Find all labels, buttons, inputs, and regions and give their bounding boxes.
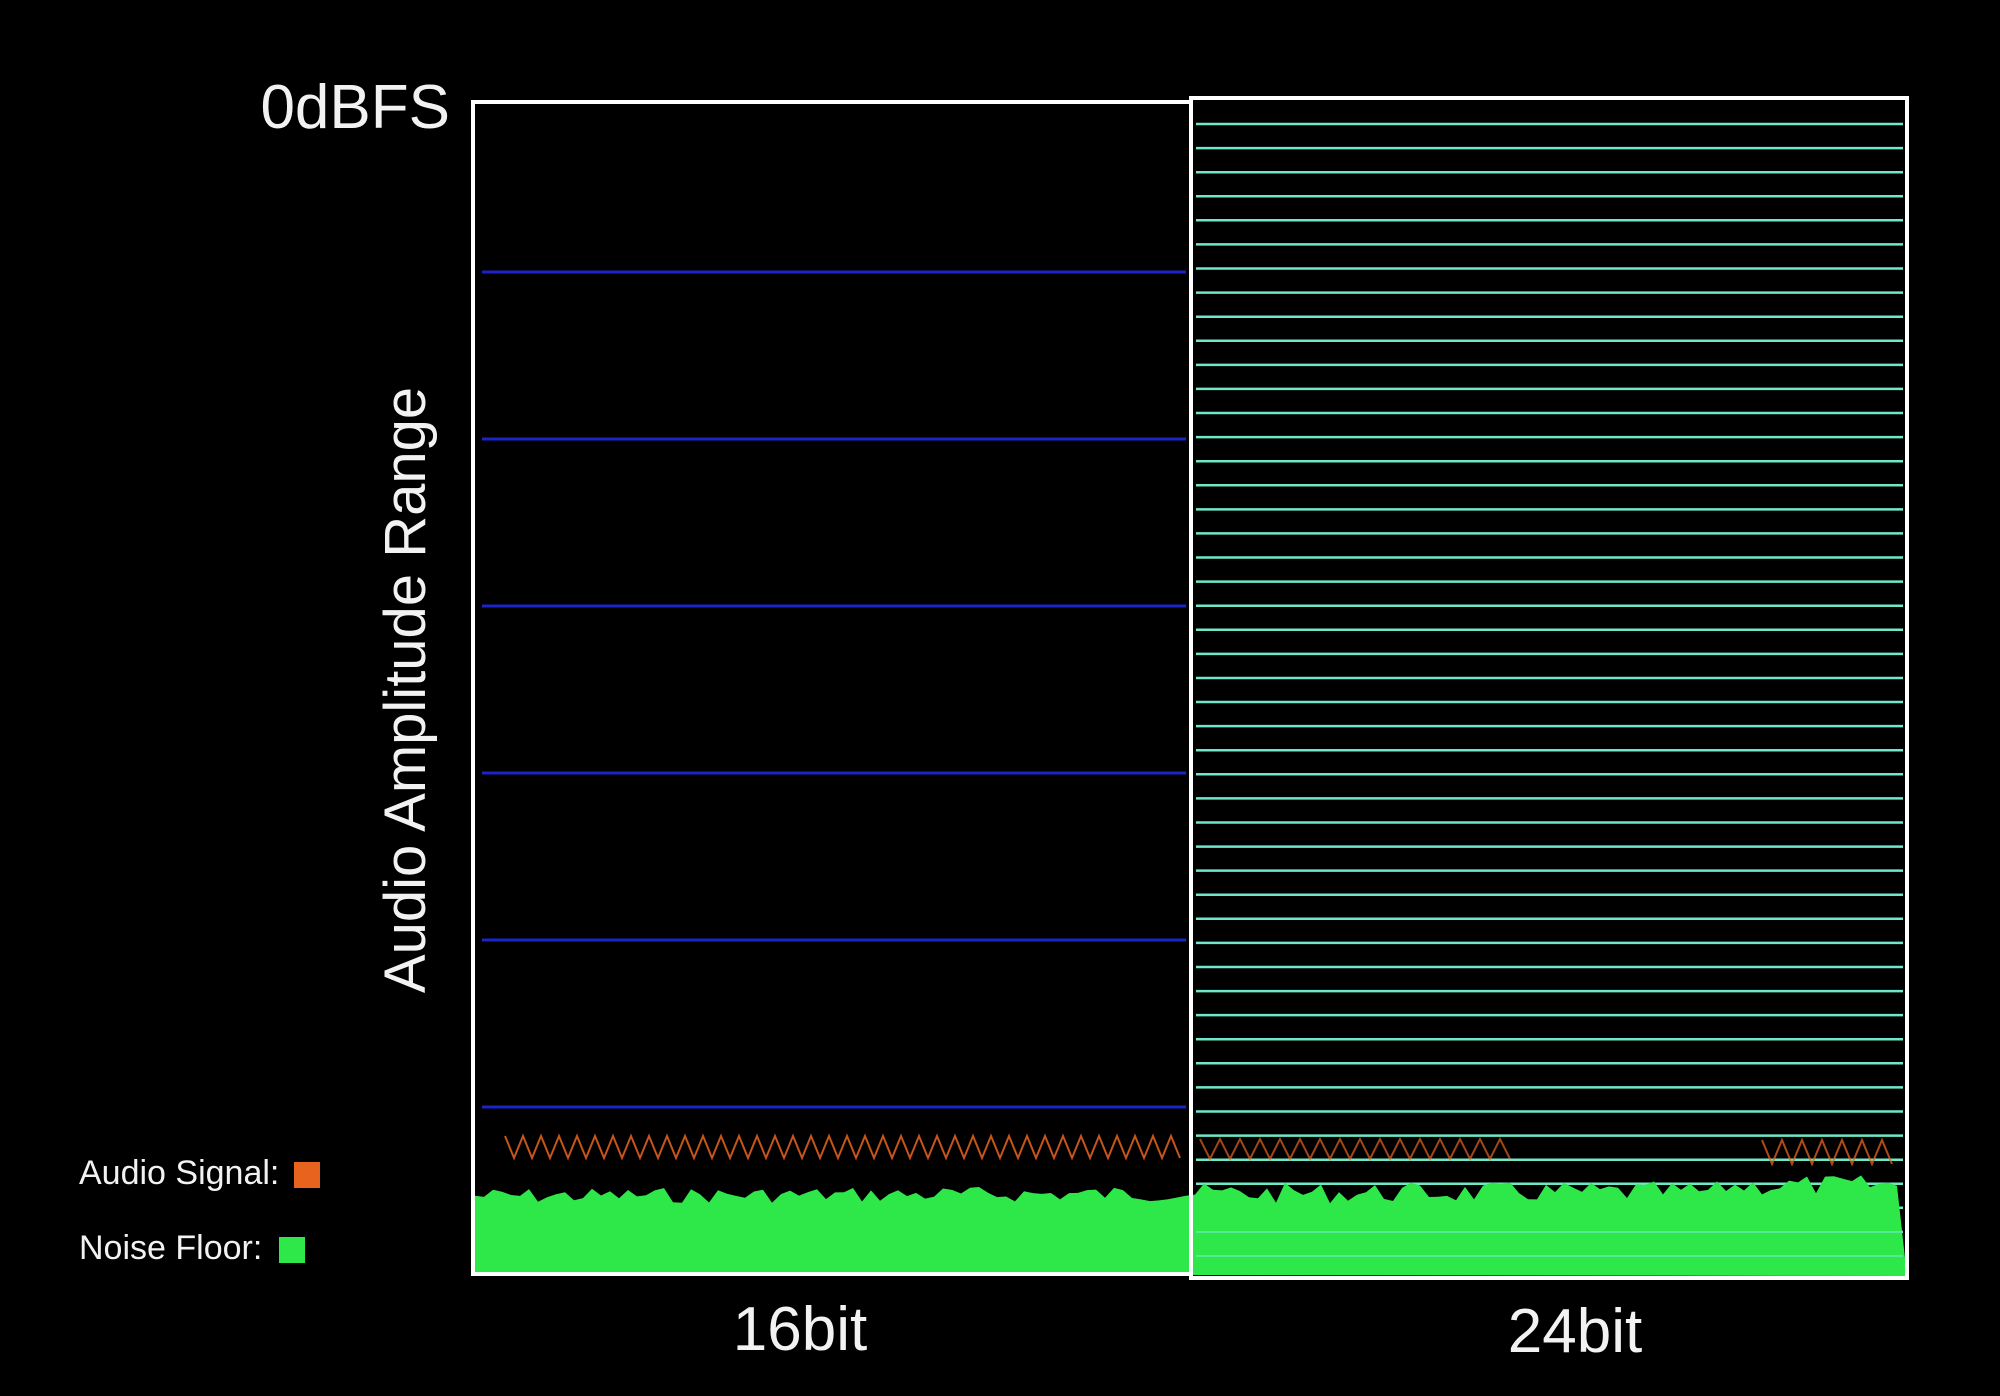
- legend-label-audio-signal: Audio Signal:: [79, 1154, 279, 1192]
- signal-segment-16bit: [504, 1133, 1181, 1161]
- column-label-24bit: 24bit: [1508, 1297, 1642, 1366]
- column-label-16bit: 16bit: [733, 1295, 867, 1364]
- frame-24bit: [1189, 96, 1909, 1280]
- signal-segment-24bit-a: [1199, 1136, 1511, 1162]
- orange-square-icon: [294, 1162, 320, 1188]
- quantization-steps-24bit: [1196, 122, 1903, 1258]
- signal-segment-24bit-b: [1761, 1137, 1893, 1167]
- quantization-steps-16bit: [482, 270, 1186, 1109]
- legend: Audio Signal: Noise Floor:: [79, 1154, 320, 1267]
- frame-16bit: [471, 100, 1193, 1276]
- legend-label-noise-floor: Noise Floor:: [79, 1229, 262, 1267]
- y-axis-label: Audio Amplitude Range: [373, 387, 438, 993]
- green-square-icon: [279, 1237, 305, 1263]
- top-label-0dbfs: 0dBFS: [260, 73, 450, 142]
- audio-signal-waveform: [504, 1133, 1893, 1167]
